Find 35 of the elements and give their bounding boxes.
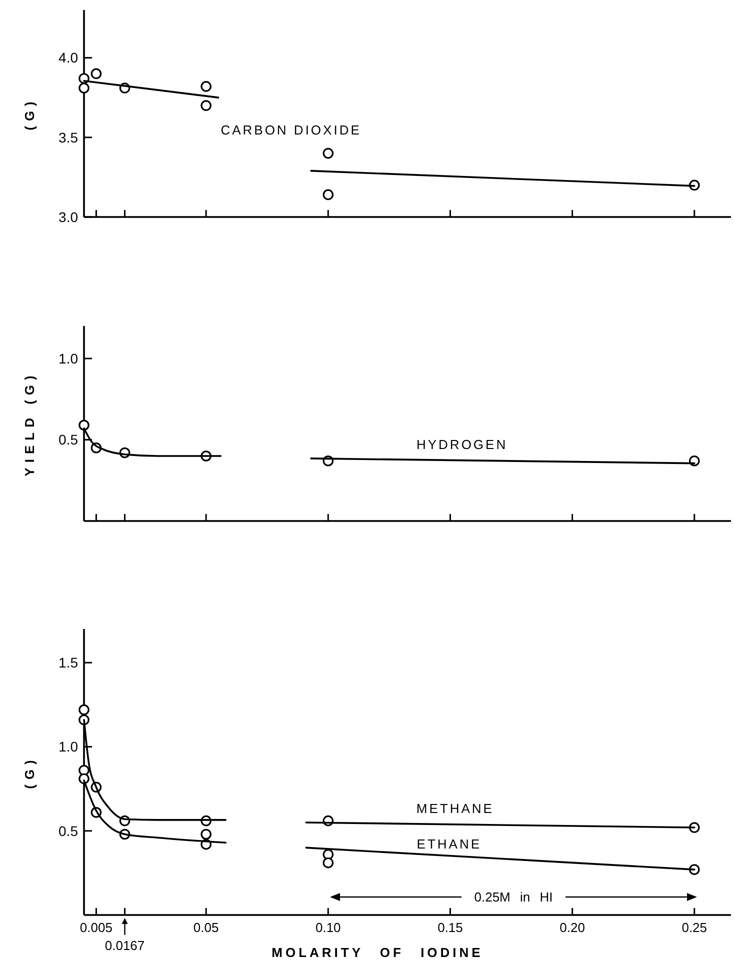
x-tick-label: 0.20 <box>560 920 585 935</box>
y-tick-label: 1.5 <box>58 654 78 671</box>
x-tick-label: 0.10 <box>315 920 341 935</box>
y-axis-title: (G) <box>22 96 37 130</box>
point <box>90 68 102 80</box>
annotation: 0.0167 <box>104 938 145 953</box>
point <box>200 81 212 92</box>
point <box>200 828 212 840</box>
y-axis-title: (G) <box>22 755 37 789</box>
point <box>322 148 334 159</box>
x-axis-title: MOLARITY OF IODINE <box>272 945 484 960</box>
y-axis-title: YIELD (G) <box>22 370 37 476</box>
x-tick-label: 0.05 <box>193 920 219 935</box>
point <box>322 189 334 200</box>
y-tick-label: 0.5 <box>58 822 78 839</box>
point <box>78 420 90 431</box>
point <box>200 100 212 111</box>
point <box>322 857 334 868</box>
y-tick-label: 4.0 <box>58 50 78 66</box>
y-tick-label: 0.5 <box>58 432 78 448</box>
point <box>78 764 90 776</box>
y-tick-label: 1.0 <box>58 350 78 366</box>
y-tick-label: 1.0 <box>58 738 78 755</box>
series-label: METHANE <box>416 800 494 816</box>
y-tick-label: 3.5 <box>58 129 78 146</box>
annotation: 0.25M in HI <box>474 890 553 905</box>
series-label: HYDROGEN <box>416 436 508 452</box>
series-label: ETHANE <box>416 836 482 852</box>
point <box>78 82 90 94</box>
text: CARBON DIOXIDE <box>220 122 362 138</box>
x-tick-label: 0.005 <box>80 920 112 935</box>
x-tick-label: 0.25 <box>682 920 708 935</box>
y-tick-label: 3.0 <box>58 208 78 225</box>
point <box>78 704 90 716</box>
x-tick-label: 0.15 <box>438 920 463 935</box>
